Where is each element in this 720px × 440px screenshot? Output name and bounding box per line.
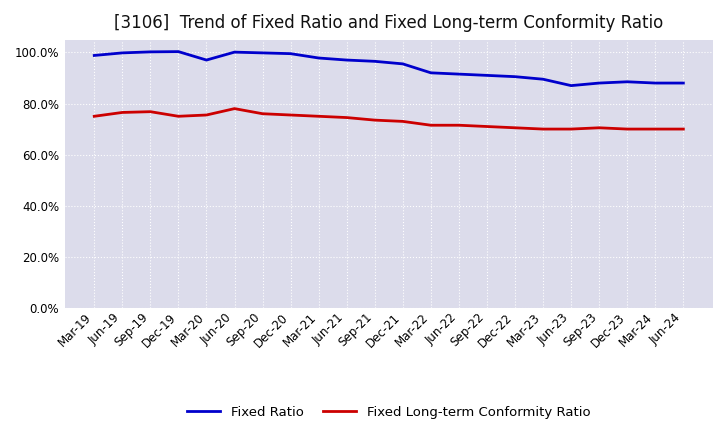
Fixed Long-term Conformity Ratio — [146, 109, 155, 114]
Fixed Ratio — [679, 81, 688, 86]
Fixed Ratio — [623, 79, 631, 84]
Fixed Ratio — [90, 53, 99, 58]
Fixed Long-term Conformity Ratio — [623, 126, 631, 132]
Fixed Long-term Conformity Ratio — [371, 117, 379, 123]
Fixed Ratio — [595, 81, 603, 86]
Fixed Ratio — [567, 83, 575, 88]
Fixed Long-term Conformity Ratio — [258, 111, 267, 116]
Fixed Ratio — [454, 71, 463, 77]
Fixed Ratio — [146, 49, 155, 55]
Fixed Ratio — [651, 81, 660, 86]
Fixed Ratio — [118, 50, 127, 55]
Fixed Long-term Conformity Ratio — [315, 114, 323, 119]
Fixed Long-term Conformity Ratio — [539, 126, 547, 132]
Fixed Long-term Conformity Ratio — [595, 125, 603, 130]
Fixed Long-term Conformity Ratio — [651, 126, 660, 132]
Fixed Ratio — [510, 74, 519, 79]
Fixed Long-term Conformity Ratio — [482, 124, 491, 129]
Fixed Ratio — [202, 57, 211, 62]
Fixed Ratio — [230, 49, 239, 55]
Fixed Long-term Conformity Ratio — [174, 114, 183, 119]
Fixed Ratio — [398, 61, 407, 66]
Fixed Ratio — [482, 73, 491, 78]
Fixed Long-term Conformity Ratio — [426, 123, 435, 128]
Fixed Ratio — [343, 57, 351, 62]
Title: [3106]  Trend of Fixed Ratio and Fixed Long-term Conformity Ratio: [3106] Trend of Fixed Ratio and Fixed Lo… — [114, 15, 663, 33]
Fixed Long-term Conformity Ratio — [343, 115, 351, 120]
Legend: Fixed Ratio, Fixed Long-term Conformity Ratio: Fixed Ratio, Fixed Long-term Conformity … — [182, 400, 595, 424]
Fixed Long-term Conformity Ratio — [679, 126, 688, 132]
Fixed Long-term Conformity Ratio — [202, 112, 211, 117]
Fixed Ratio — [287, 51, 295, 56]
Fixed Long-term Conformity Ratio — [287, 112, 295, 117]
Fixed Ratio — [539, 77, 547, 82]
Fixed Ratio — [315, 55, 323, 61]
Fixed Ratio — [258, 50, 267, 55]
Fixed Long-term Conformity Ratio — [118, 110, 127, 115]
Fixed Long-term Conformity Ratio — [567, 126, 575, 132]
Fixed Ratio — [371, 59, 379, 64]
Line: Fixed Long-term Conformity Ratio: Fixed Long-term Conformity Ratio — [94, 109, 683, 129]
Fixed Ratio — [174, 49, 183, 54]
Fixed Long-term Conformity Ratio — [398, 119, 407, 124]
Fixed Long-term Conformity Ratio — [510, 125, 519, 130]
Line: Fixed Ratio: Fixed Ratio — [94, 51, 683, 86]
Fixed Ratio — [426, 70, 435, 76]
Fixed Long-term Conformity Ratio — [454, 123, 463, 128]
Fixed Long-term Conformity Ratio — [230, 106, 239, 111]
Fixed Long-term Conformity Ratio — [90, 114, 99, 119]
